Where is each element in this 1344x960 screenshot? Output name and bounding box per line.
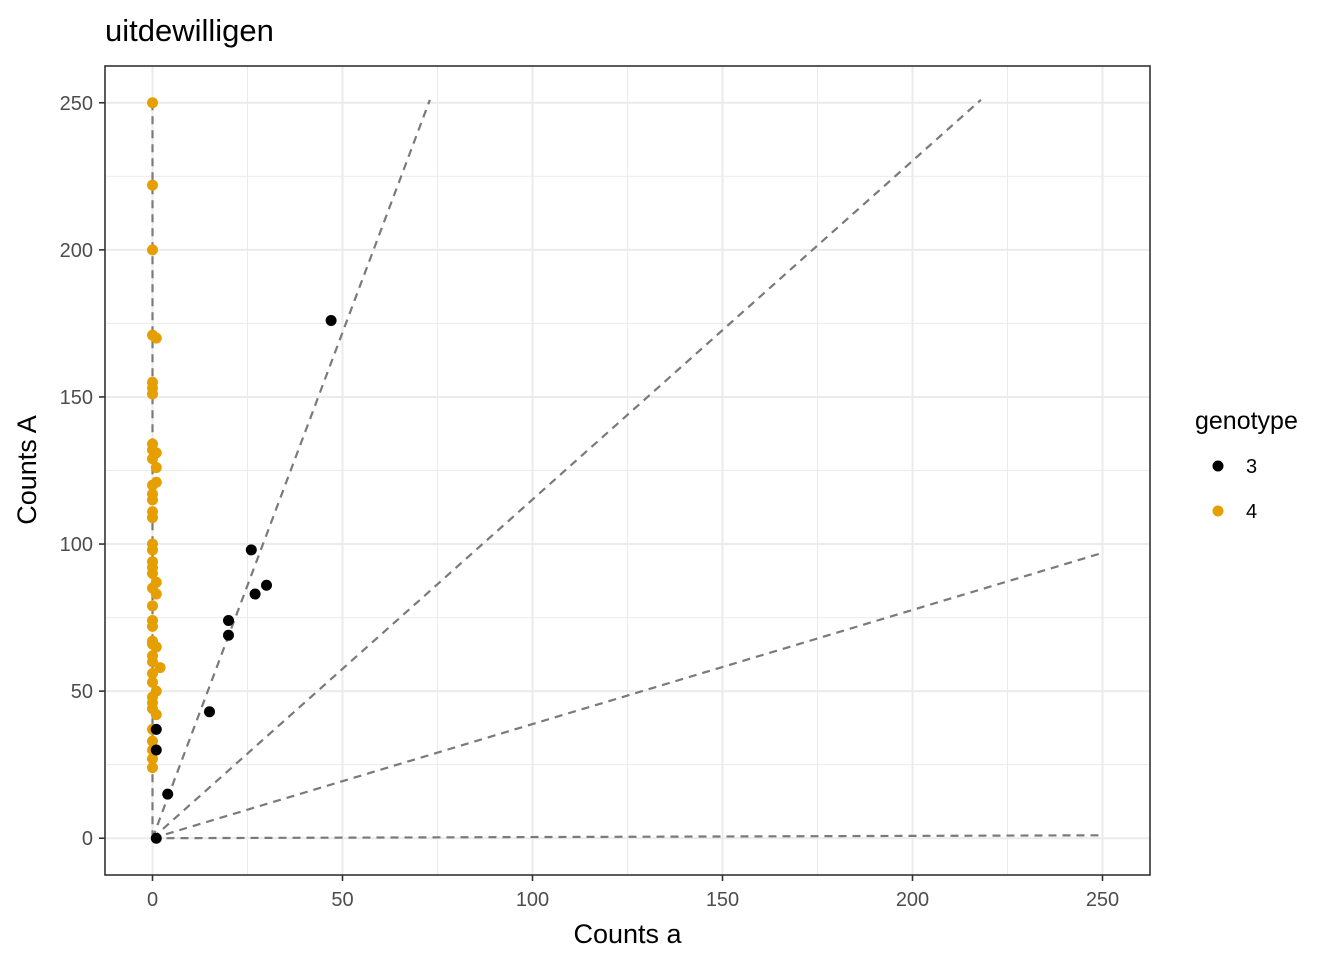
data-point-genotype-4 [147,97,158,109]
data-point-genotype-4 [150,709,162,721]
data-point-genotype-3 [261,579,272,591]
legend-label-4: 4 [1246,501,1257,523]
x-tick-label: 0 [147,889,158,911]
data-point-genotype-3 [150,723,162,735]
x-tick-label: 250 [1086,889,1119,911]
data-point-genotype-3 [245,544,257,556]
data-point-genotype-3 [223,629,234,641]
legend-key-3 [1212,460,1224,472]
x-axis-title: Counts a [573,919,682,949]
x-tick-label: 100 [516,889,549,911]
x-tick-label: 150 [706,889,739,911]
x-axis-ticks: 0 50 100 150 200 250 [147,875,1119,911]
y-tick-label: 100 [60,534,93,556]
legend-label-3: 3 [1246,456,1257,478]
x-tick-label: 200 [896,889,929,911]
minor-gridlines [105,66,1150,875]
y-tick-label: 150 [60,387,93,409]
data-point-genotype-4 [147,512,158,524]
data-point-genotype-4 [147,453,158,465]
data-point-genotype-3 [150,832,162,844]
legend-key-4 [1212,505,1224,517]
data-point-genotype-4 [147,600,158,612]
data-point-genotype-3 [249,588,261,600]
y-axis-ticks: 0 50 100 150 200 250 [60,93,105,850]
data-point-genotype-4 [154,662,166,674]
reference-line [152,834,1103,840]
data-points [147,97,337,844]
y-tick-label: 50 [71,681,93,703]
chart-title: uitdewilligen [105,13,274,48]
data-point-genotype-4 [147,479,158,491]
data-point-genotype-4 [147,620,158,632]
data-point-genotype-3 [325,314,337,326]
data-point-genotype-4 [150,641,162,653]
data-point-genotype-4 [147,179,158,191]
data-point-genotype-3 [204,706,215,718]
data-point-genotype-4 [147,244,158,256]
data-point-genotype-4 [150,462,162,474]
data-point-genotype-4 [147,735,158,747]
data-point-genotype-4 [147,762,158,774]
data-point-genotype-4 [147,567,158,579]
data-point-genotype-3 [162,788,174,800]
data-point-genotype-4 [147,656,158,668]
data-point-genotype-4 [147,753,158,765]
reference-line [151,99,982,840]
data-point-genotype-4 [147,494,158,506]
reference-line [151,99,431,839]
data-point-genotype-4 [147,388,158,400]
data-point-genotype-4 [150,588,162,600]
y-tick-label: 0 [82,828,93,850]
y-axis-title: Counts A [12,415,42,525]
data-point-genotype-4 [147,544,158,556]
data-point-genotype-3 [150,744,162,756]
y-tick-label: 200 [60,240,93,262]
data-point-genotype-4 [147,676,158,688]
data-point-genotype-4 [150,332,162,344]
y-tick-label: 250 [60,93,93,115]
plot-panel-border [104,65,1151,876]
data-point-genotype-4 [147,667,158,679]
legend-title: genotype [1195,407,1298,435]
legend: genotype 3 4 [1195,407,1298,523]
x-tick-label: 50 [331,889,353,911]
reference-line [152,551,1103,840]
data-point-genotype-3 [223,615,234,627]
